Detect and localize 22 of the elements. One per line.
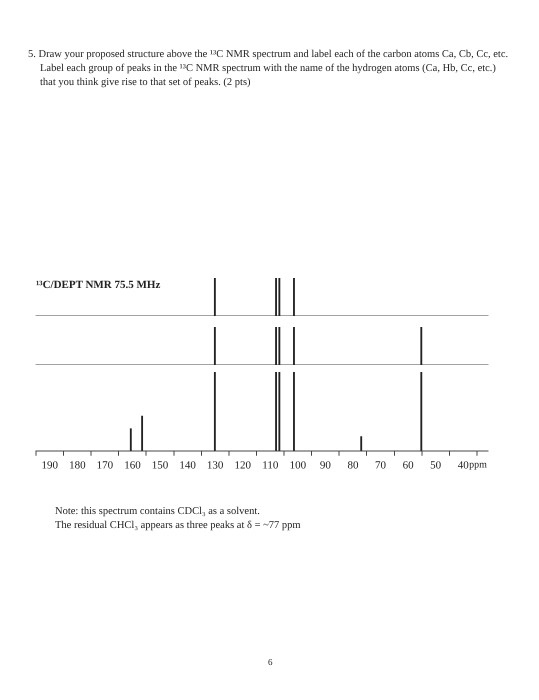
x-tick-label: 140 [179, 459, 196, 472]
x-tick-label: 130 [206, 459, 224, 472]
chart-title: ¹³C/DEPT NMR 75.5 MHz [36, 278, 160, 292]
x-tick-label: 170 [96, 459, 114, 472]
x-tick-label: 150 [152, 459, 169, 472]
text: 6 [268, 656, 272, 669]
x-tick-label: 70 [375, 459, 387, 472]
x-tick-label: 190 [42, 459, 59, 472]
x-tick-label: 50 [430, 459, 442, 472]
x-tick-label: 100 [290, 459, 307, 472]
text: 5. Draw your proposed structure above the ¹³C NMR spectrum and label each of the carbon atoms Ca, Cb, Cc, etc. Label each group of peaks in the ¹³C NMR spectrum with the name of the hydrogen atoms (Ca, Hb, Cc, etc.) that you think give rise to that set of peaks. (2 pts) [28, 48, 510, 90]
text: Note: this spectrum contains CDCl₃ as a solvent. [55, 505, 260, 519]
x-axis-title: ppm [469, 459, 488, 470]
x-tick-label: 80 [347, 459, 359, 472]
text: The residual CHCl₃ appears as three peaks at δ = ~77 ppm [55, 519, 301, 533]
x-tick-label: 120 [234, 459, 252, 472]
x-tick-label: 60 [402, 459, 414, 472]
x-tick-label: 90 [320, 459, 332, 472]
x-tick-label: 110 [262, 459, 279, 472]
x-tick-label: 180 [69, 459, 86, 472]
x-tick-label: 160 [124, 459, 142, 472]
x-tick-label: 40 [458, 459, 470, 472]
